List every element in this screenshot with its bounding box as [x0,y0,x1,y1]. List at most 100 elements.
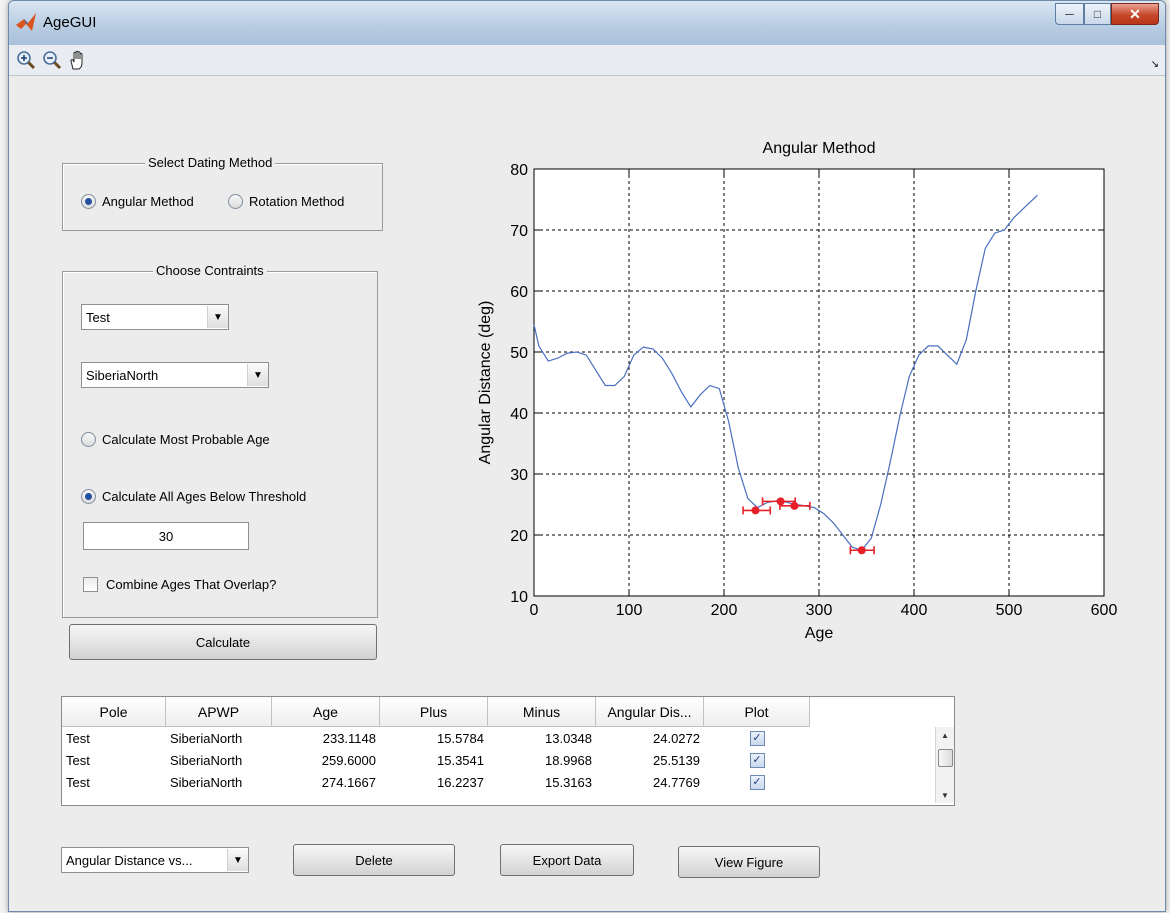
radio-dot-selected[interactable] [81,194,96,209]
table-row[interactable]: Test SiberiaNorth 259.6000 15.3541 18.99… [62,749,954,771]
radio-most-probable-age[interactable]: Calculate Most Probable Age [81,432,270,447]
y-tick-label: 40 [510,406,528,423]
plot-type-select[interactable]: Angular Distance vs... ▼ [61,847,249,873]
cell-age[interactable]: 274.1667 [321,774,376,790]
chevron-down-icon[interactable]: ▼ [227,849,248,871]
col-age[interactable]: Age [272,697,380,727]
window-controls: ─ □ ✕ [1055,3,1159,25]
plot-checkbox[interactable]: ✓ [749,730,765,746]
chevron-down-icon[interactable]: ▼ [247,364,268,386]
cell-plus[interactable]: 15.5784 [437,730,484,746]
x-axis-label: Age [805,625,834,642]
client-area: Select Dating Method Angular Method Rota… [9,76,1165,911]
scroll-thumb[interactable] [938,749,953,767]
delete-button[interactable]: Delete [293,844,455,876]
radio-dot[interactable] [228,194,243,209]
cell-plot: ✓ [704,771,810,793]
figure-toolbar: ↘ [9,45,1165,76]
y-tick-label: 10 [510,589,528,606]
cell-angular[interactable]: 25.5139 [653,752,700,768]
export-data-button[interactable]: Export Data [500,844,634,876]
radio-angular-method[interactable]: Angular Method [81,194,194,209]
cell-angular[interactable]: 24.0272 [653,730,700,746]
cell-plus[interactable]: 15.3541 [437,752,484,768]
apwp-select-value: SiberiaNorth [86,367,159,383]
table-scrollbar[interactable]: ▲ ▼ [935,727,954,803]
zoom-out-icon[interactable] [41,49,63,71]
cell-apwp[interactable]: SiberiaNorth [170,730,243,746]
window-title: AgeGUI [43,14,97,31]
col-angular-distance[interactable]: Angular Dis... [596,697,704,727]
radio-all-ages-below[interactable]: Calculate All Ages Below Threshold [81,489,306,504]
matlab-logo-icon [16,13,36,31]
cell-age[interactable]: 259.6000 [321,752,376,768]
pan-hand-icon[interactable] [67,49,89,71]
cell-pole[interactable]: Test [66,752,90,768]
constraints-title: Choose Contraints [153,263,267,278]
app-window: AgeGUI ─ □ ✕ ↘ Select Dating Method [8,0,1166,912]
chart-title: Angular Method [763,140,876,157]
col-plot[interactable]: Plot [704,697,810,727]
table-row[interactable]: Test SiberiaNorth 274.1667 16.2237 15.31… [62,771,954,793]
y-tick-label: 30 [510,467,528,484]
chevron-down-icon[interactable]: ▼ [207,306,228,328]
scroll-down-icon[interactable]: ▼ [941,790,949,800]
checkbox-box[interactable] [83,577,98,592]
data-point [857,546,866,555]
table-row[interactable]: Test SiberiaNorth 233.1148 15.5784 13.03… [62,727,954,749]
view-figure-button[interactable]: View Figure [678,846,820,878]
y-tick-label: 60 [510,284,528,301]
y-tick-label: 70 [510,223,528,240]
apwp-select[interactable]: SiberiaNorth ▼ [81,362,269,388]
cell-minus[interactable]: 18.9968 [545,752,592,768]
radio-rotation-label: Rotation Method [249,194,345,209]
y-tick-label: 50 [510,345,528,362]
x-tick-label: 300 [806,602,833,619]
calculate-button[interactable]: Calculate [69,624,377,660]
cell-apwp[interactable]: SiberiaNorth [170,774,243,790]
x-tick-label: 200 [711,602,738,619]
angular-method-chart: 0 100 200 300 400 500 600 10 20 30 40 50 60 70 80 Angul… [477,140,1118,642]
cell-pole[interactable]: Test [66,730,90,746]
x-tick-label: 600 [1091,602,1118,619]
x-tick-label: 0 [530,602,539,619]
cell-minus[interactable]: 13.0348 [545,730,592,746]
cell-pole[interactable]: Test [66,774,90,790]
maximize-button[interactable]: □ [1084,3,1111,25]
radio-dot[interactable] [81,432,96,447]
combine-ages-checkbox[interactable]: Combine Ages That Overlap? [83,577,276,592]
data-point [776,497,785,506]
radio-most-probable-label: Calculate Most Probable Age [102,432,270,447]
table-header: Pole APWP Age Plus Minus Angular Dis... … [62,697,954,727]
x-tick-label: 400 [901,602,928,619]
data-point [790,501,799,510]
results-table[interactable]: Pole APWP Age Plus Minus Angular Dis... … [61,696,955,806]
scroll-up-icon[interactable]: ▲ [941,730,949,740]
radio-rotation-method[interactable]: Rotation Method [228,194,344,209]
col-plus[interactable]: Plus [380,697,488,727]
col-apwp[interactable]: APWP [166,697,272,727]
plot-checkbox[interactable]: ✓ [749,774,765,790]
cell-minus[interactable]: 15.3163 [545,774,592,790]
dating-method-title: Select Dating Method [145,155,276,170]
title-bar: AgeGUI ─ □ ✕ [9,1,1165,45]
radio-dot-selected[interactable] [81,489,96,504]
cell-plot: ✓ [704,727,810,749]
radio-angular-label: Angular Method [102,194,194,209]
zoom-in-icon[interactable] [15,49,37,71]
dock-arrow-icon[interactable]: ↘ [1150,59,1159,70]
combine-ages-label: Combine Ages That Overlap? [106,577,277,592]
plot-checkbox[interactable]: ✓ [749,752,765,768]
col-pole[interactable]: Pole [62,697,166,727]
close-button[interactable]: ✕ [1111,3,1159,25]
cell-plus[interactable]: 16.2237 [437,774,484,790]
pole-select[interactable]: Test ▼ [81,304,229,330]
cell-angular[interactable]: 24.7769 [653,774,700,790]
col-minus[interactable]: Minus [488,697,596,727]
threshold-input[interactable]: 30 [83,522,249,550]
cell-age[interactable]: 233.1148 [322,730,376,746]
minimize-button[interactable]: ─ [1055,3,1084,25]
cell-apwp[interactable]: SiberiaNorth [170,752,243,768]
x-tick-label: 100 [616,602,643,619]
plot-type-value: Angular Distance vs... [66,852,193,868]
